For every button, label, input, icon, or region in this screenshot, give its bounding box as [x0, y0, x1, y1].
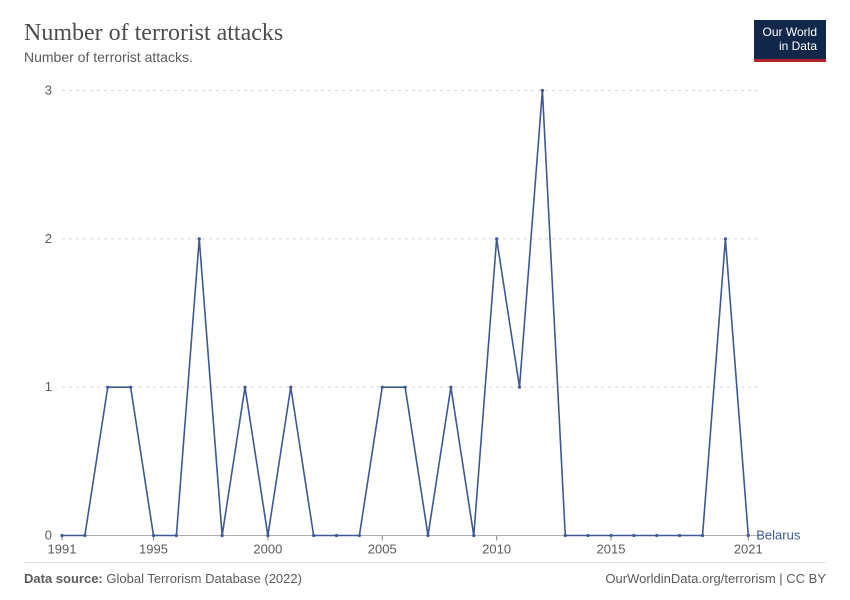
attribution: OurWorldinData.org/terrorism | CC BY: [605, 571, 826, 586]
line-chart: 0 1 2 3 1991 1995 2000 2005 2010 2015 2021Belarus: [24, 73, 826, 556]
chart-footer: Data source: Global Terrorism Database (…: [24, 562, 826, 586]
svg-text:2000: 2000: [253, 542, 282, 557]
series-label-belarus: Belarus: [756, 528, 801, 543]
chart-header: Number of terrorist attacks Number of te…: [24, 20, 826, 65]
svg-text:0: 0: [45, 528, 52, 543]
chart-title: Number of terrorist attacks: [24, 20, 283, 47]
owid-logo: Our World in Data: [754, 20, 826, 62]
svg-text:2: 2: [45, 231, 52, 246]
svg-text:2010: 2010: [482, 542, 511, 557]
svg-text:2015: 2015: [597, 542, 626, 557]
svg-text:1995: 1995: [139, 542, 168, 557]
svg-text:1: 1: [45, 379, 52, 394]
chart-area: 0 1 2 3 1991 1995 2000 2005 2010 2015 2021Belarus: [24, 73, 826, 556]
svg-text:1991: 1991: [48, 542, 77, 557]
svg-text:2021: 2021: [734, 542, 763, 557]
svg-text:3: 3: [45, 83, 52, 98]
data-source: Data source: Global Terrorism Database (…: [24, 571, 302, 586]
chart-subtitle: Number of terrorist attacks.: [24, 49, 283, 65]
svg-text:2005: 2005: [368, 542, 397, 557]
